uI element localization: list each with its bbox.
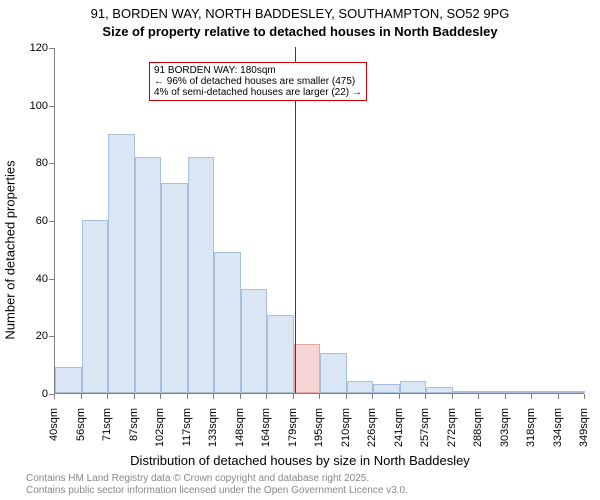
x-tick-label: 56sqm	[75, 408, 87, 456]
y-tick-label: 60	[26, 215, 48, 227]
x-tick-label: 241sqm	[393, 408, 405, 456]
x-tick-mark	[531, 394, 532, 399]
x-tick-label: 87sqm	[128, 408, 140, 456]
histogram-bar	[135, 157, 162, 393]
histogram-bar	[82, 220, 109, 393]
histogram-bar	[347, 381, 374, 393]
x-tick-mark	[558, 394, 559, 399]
x-tick-mark	[187, 394, 188, 399]
x-tick-label: 288sqm	[472, 408, 484, 456]
histogram-bar	[188, 157, 215, 393]
footer-licence: Contains public sector information licen…	[26, 485, 408, 496]
x-tick-label: 133sqm	[207, 408, 219, 456]
histogram-bar	[426, 387, 453, 393]
x-tick-label: 257sqm	[419, 408, 431, 456]
x-tick-label: 318sqm	[525, 408, 537, 456]
x-tick-mark	[266, 394, 267, 399]
x-tick-label: 148sqm	[234, 408, 246, 456]
histogram-bar	[108, 134, 135, 394]
x-tick-label: 303sqm	[499, 408, 511, 456]
y-tick-label: 120	[26, 42, 48, 54]
x-tick-mark	[452, 394, 453, 399]
x-tick-label: 195sqm	[313, 408, 325, 456]
x-tick-label: 334sqm	[552, 408, 564, 456]
x-tick-mark	[399, 394, 400, 399]
x-tick-mark	[584, 394, 585, 399]
x-tick-label: 179sqm	[287, 408, 299, 456]
x-tick-mark	[293, 394, 294, 399]
histogram-bar	[294, 344, 321, 393]
histogram-bar	[400, 381, 427, 393]
histogram-bar	[55, 367, 82, 393]
x-tick-mark	[346, 394, 347, 399]
x-tick-mark	[425, 394, 426, 399]
x-tick-label: 272sqm	[446, 408, 458, 456]
x-tick-mark	[54, 394, 55, 399]
y-tick-label: 40	[26, 273, 48, 285]
x-tick-mark	[505, 394, 506, 399]
y-tick-label: 20	[26, 330, 48, 342]
histogram-bar	[241, 289, 268, 393]
histogram-bar	[479, 391, 506, 393]
annotation-box: 91 BORDEN WAY: 180sqm← 96% of detached h…	[149, 62, 367, 101]
histogram-bar	[320, 353, 347, 393]
histogram-bar	[373, 384, 400, 393]
x-tick-mark	[134, 394, 135, 399]
x-tick-label: 226sqm	[366, 408, 378, 456]
histogram-bar	[532, 391, 559, 393]
x-tick-mark	[319, 394, 320, 399]
chart-title-main: Size of property relative to detached ho…	[0, 24, 600, 39]
y-tick-label: 0	[26, 388, 48, 400]
x-tick-label: 40sqm	[48, 408, 60, 456]
x-tick-label: 210sqm	[340, 408, 352, 456]
y-tick-mark	[49, 48, 54, 49]
x-tick-mark	[107, 394, 108, 399]
chart-title-address: 91, BORDEN WAY, NORTH BADDESLEY, SOUTHAM…	[0, 6, 600, 21]
histogram-bar	[161, 183, 188, 393]
y-tick-mark	[49, 221, 54, 222]
histogram-bar	[214, 252, 241, 393]
chart-container: 91, BORDEN WAY, NORTH BADDESLEY, SOUTHAM…	[0, 0, 600, 500]
y-tick-mark	[49, 279, 54, 280]
histogram-bar	[267, 315, 294, 393]
histogram-bar	[453, 391, 480, 393]
footer-registry: Contains HM Land Registry data © Crown c…	[26, 473, 369, 484]
x-tick-mark	[81, 394, 82, 399]
y-tick-label: 100	[26, 100, 48, 112]
annotation-line: 4% of semi-detached houses are larger (2…	[154, 87, 362, 98]
x-tick-mark	[213, 394, 214, 399]
x-tick-label: 164sqm	[260, 408, 272, 456]
y-tick-mark	[49, 336, 54, 337]
x-tick-mark	[160, 394, 161, 399]
annotation-line: ← 96% of detached houses are smaller (47…	[154, 76, 362, 87]
y-tick-mark	[49, 106, 54, 107]
histogram-bar	[506, 391, 533, 393]
annotation-line: 91 BORDEN WAY: 180sqm	[154, 65, 362, 76]
x-tick-label: 349sqm	[578, 408, 590, 456]
x-tick-mark	[372, 394, 373, 399]
histogram-bar	[559, 391, 586, 393]
x-tick-label: 117sqm	[181, 408, 193, 456]
x-tick-mark	[240, 394, 241, 399]
y-axis-label: Number of detached properties	[3, 160, 18, 339]
x-tick-label: 71sqm	[101, 408, 113, 456]
y-tick-mark	[49, 163, 54, 164]
x-tick-mark	[478, 394, 479, 399]
x-tick-label: 102sqm	[154, 408, 166, 456]
y-tick-label: 80	[26, 157, 48, 169]
